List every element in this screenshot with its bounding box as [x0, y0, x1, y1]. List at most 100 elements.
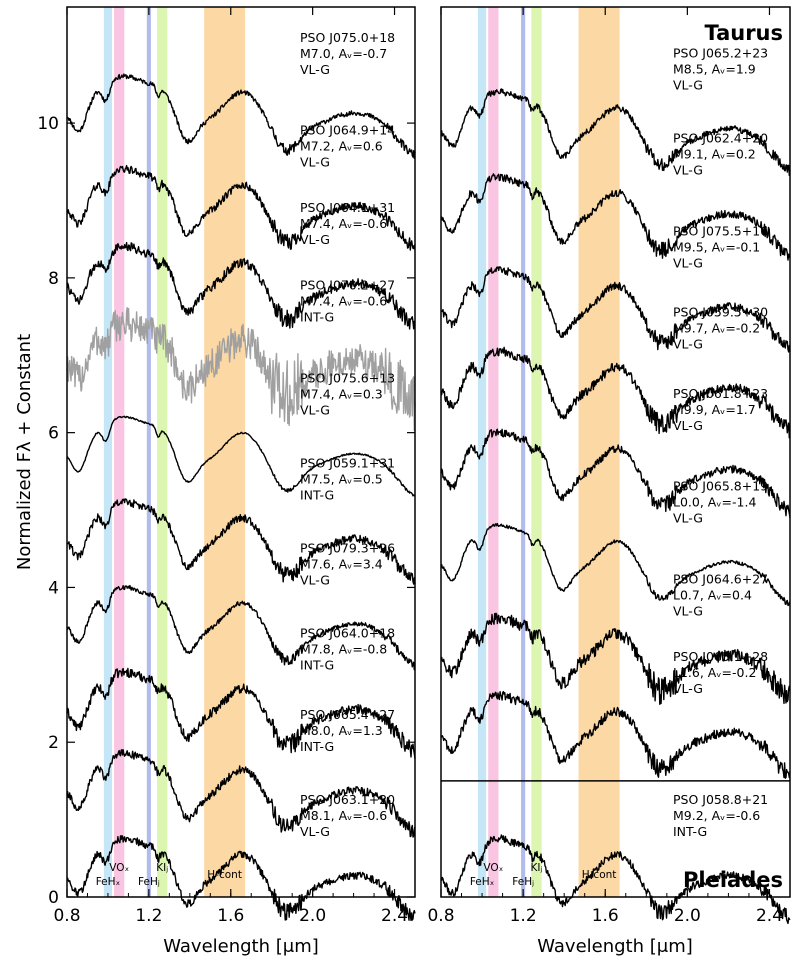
spectrum-name-1-0: PSO J065.2+23 [673, 45, 768, 60]
spectrum-params-0-1: M7.2, Aᵥ=0.6 [300, 139, 383, 154]
x-axis-title-left: Wavelength [μm] [163, 936, 319, 957]
band-0 [477, 7, 487, 897]
band-3 [157, 7, 168, 897]
x-tick-label-right-0: 0.8 [427, 906, 454, 926]
spectrum-params-1-6: L0.7, Aᵥ=0.4 [673, 588, 752, 603]
y-tick-label-2: 4 [48, 578, 59, 598]
spectrum-gravity-1-2: VL-G [673, 255, 703, 270]
spectrum-params-0-2: M7.4, Aᵥ=-0.6 [300, 216, 387, 231]
spectrum-line-0-1 [66, 164, 416, 251]
spectrum-params-0-0: M7.0, Aᵥ=-0.7 [300, 46, 387, 61]
spectrum-line-0-7 [66, 667, 416, 759]
spectrum-gravity-0-5: INT-G [300, 487, 334, 502]
spectrum-line-0-4 [66, 415, 416, 497]
spectrum-gravity-0-3: INT-G [300, 309, 334, 324]
band-1 [114, 7, 125, 897]
band-label-2: FeHⱼ [512, 876, 534, 888]
spectrum-name-0-4: PSO J075.6+13 [300, 370, 395, 385]
x-tick-label-left-0: 0.8 [53, 906, 80, 926]
right-panel-frame [440, 6, 791, 898]
y-tick-label-1: 2 [48, 733, 59, 753]
spectrum-line-0-2 [66, 241, 416, 330]
spectrum-name-0-7: PSO J064.0+18 [300, 626, 395, 641]
spectrum-params-1-0: M8.5, Aᵥ=1.9 [673, 61, 756, 76]
spectrum-line-0-3 [66, 307, 416, 432]
band-label-0: FeHₓ [96, 876, 121, 888]
band-1 [488, 7, 499, 897]
band-label-3: KIⱼ [531, 862, 543, 874]
spectrum-gravity-0-0: VL-G [300, 62, 330, 77]
spectrum-gravity-0-7: INT-G [300, 658, 334, 673]
spectrum-params-0-5: M7.5, Aᵥ=0.5 [300, 471, 383, 486]
panel-title-taurus: Taurus [704, 21, 783, 45]
spectrum-params-1-1: M9.1, Aᵥ=0.2 [673, 146, 756, 161]
band-4 [204, 7, 246, 897]
spectrum-params-0-9: M8.1, Aᵥ=-0.6 [300, 808, 387, 823]
spectrum-name-0-8: PSO J065.4+27 [300, 707, 395, 722]
x-tick-label-left-2: 1.6 [217, 906, 244, 926]
spectrum-gravity-1-1: VL-G [673, 162, 703, 177]
spectrum-line-0-8 [66, 749, 416, 838]
spectrum-gravity-0-2: VL-G [300, 232, 330, 247]
spectrum-name-1-1: PSO J062.4+20 [673, 130, 768, 145]
band-2 [521, 7, 526, 897]
spectrum-gravity-0-4: VL-G [300, 402, 330, 417]
spectrum-name-0-1: PSO J064.9+14 [300, 123, 395, 138]
spectrum-params-1-3: M9.7, Aᵥ=-0.2 [673, 321, 760, 336]
spectrum-line-1-0 [440, 88, 791, 177]
y-tick-label-0: 0 [48, 888, 59, 908]
band-label-0: FeHₓ [470, 876, 495, 888]
spectrum-params-0-3: M7.4, Aᵥ=-0.6 [300, 293, 387, 308]
band-label-1: VOₓ [483, 862, 503, 874]
spectrum-gravity-1-7: VL-G [673, 681, 703, 696]
y-tick-label-3: 6 [48, 424, 59, 444]
left-tick-group: 0.8 1.2 1.6 2.0 2.4 0 2 4 6 8 10 [37, 7, 415, 926]
spectrum-name-0-0: PSO J075.0+18 [300, 30, 395, 45]
spectrum-gravity-1-0: VL-G [673, 77, 703, 92]
spectrum-gravity-0-8: INT-G [300, 739, 334, 754]
band-label-4: H-cont [207, 869, 242, 881]
x-tick-label-right-4: 2.4 [756, 906, 783, 926]
band-4 [578, 7, 620, 897]
x-axis-title-right: Wavelength [μm] [537, 936, 693, 957]
spectrum-params-1-7: L1.6, Aᵥ=-0.2 [673, 665, 756, 680]
band-label-2: FeHⱼ [138, 876, 160, 888]
spectrum-gravity-1-6: VL-G [673, 604, 703, 619]
spectrum-line-0-0 [66, 73, 416, 160]
spectrum-params-1-5: L0.0, Aᵥ=-1.4 [673, 495, 756, 510]
spectrum-line-0-9 [66, 835, 416, 922]
left-band-group [103, 7, 246, 897]
x-tick-label-left-4: 2.4 [381, 906, 408, 926]
spectrum-name-1-5: PSO J065.8+19 [673, 479, 768, 494]
spectrum-name-0-9: PSO J063.1+20 [300, 792, 395, 807]
spectrum-name-1-3: PSO J059.5+30 [673, 305, 768, 320]
right-tick-group: 0.8 1.2 1.6 2.0 2.4 [427, 7, 783, 926]
spectrum-gravity-1-4: VL-G [673, 418, 703, 433]
spectrum-line-1-7 [440, 690, 791, 779]
y-tick-label-4: 8 [48, 269, 59, 289]
spectrum-name-1-7: PSO J065.1+28 [673, 649, 768, 664]
band-2 [146, 7, 151, 897]
band-label-1: VOₓ [109, 862, 129, 874]
spectrum-params-2-0: M9.2, Aᵥ=-0.6 [673, 808, 760, 823]
left-panel-frame [66, 6, 416, 898]
y-tick-label-5: 10 [37, 114, 59, 134]
x-tick-label-left-1: 1.2 [135, 906, 162, 926]
x-tick-label-right-3: 2.0 [674, 906, 701, 926]
spectrum-name-1-2: PSO J075.5+16 [673, 223, 768, 238]
spectrum-gravity-1-5: VL-G [673, 511, 703, 526]
x-tick-label-right-2: 1.6 [592, 906, 619, 926]
spectrum-line-1-3 [440, 346, 791, 439]
spectrum-line-1-1 [440, 173, 791, 261]
spectrum-line-1-6 [440, 612, 791, 705]
left-band-label-group: FeHₓ VOₓ FeHⱼ KIⱼ H-cont [96, 862, 242, 888]
spectrum-gravity-0-1: VL-G [300, 155, 330, 170]
y-axis-title: Normalized Fλ + Constant [14, 334, 35, 570]
spectrum-name-0-5: PSO J059.1+31 [300, 455, 395, 470]
spectrum-gravity-0-6: VL-G [300, 573, 330, 588]
spectrum-name-0-6: PSO J079.3+26 [300, 541, 395, 556]
